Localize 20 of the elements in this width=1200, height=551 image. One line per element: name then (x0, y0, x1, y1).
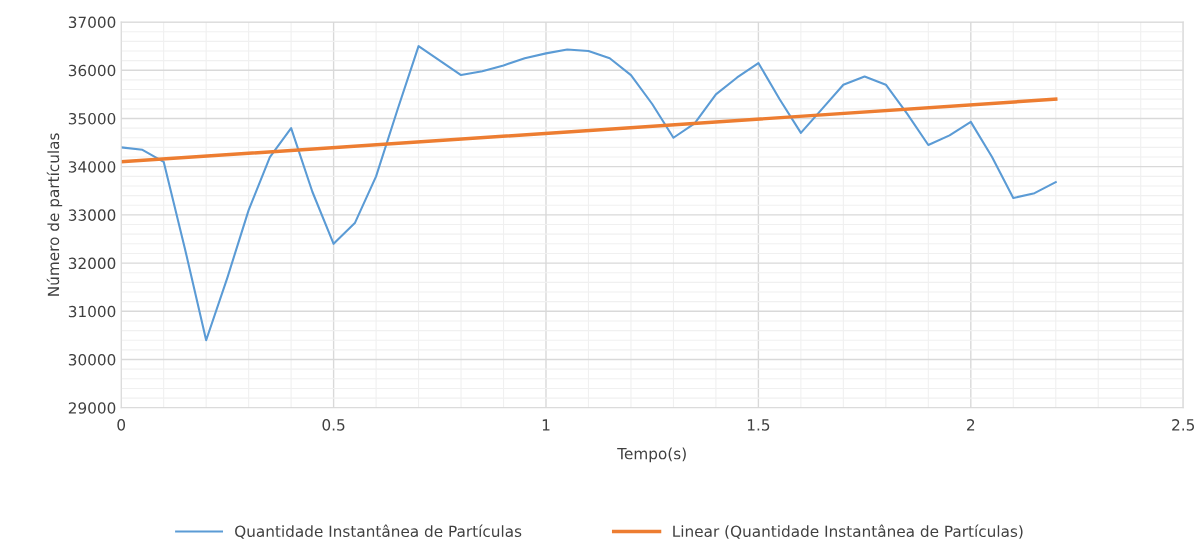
legend-label: Quantidade Instantânea de Partículas (235, 524, 522, 539)
y-tick-label: 33000 (68, 209, 116, 221)
y-tick-label: 29000 (68, 402, 116, 414)
legend-label: Linear (Quantidade Instantânea de Partículas) (673, 524, 1023, 539)
line-series (121, 45, 1057, 342)
y-tick-label: 31000 (68, 305, 116, 318)
x-tick-label: 1 (542, 419, 550, 431)
y-axis-title: Número de partículas (46, 133, 63, 296)
x-tick-label: 1.5 (747, 419, 770, 431)
y-tick-label: 34000 (68, 161, 116, 173)
x-tick-label: 0.5 (322, 419, 345, 431)
y-tick-label: 32000 (68, 257, 116, 270)
y-tick-label: 30000 (68, 353, 116, 366)
y-tick-label: 36000 (68, 64, 116, 77)
x-axis-title: Tempo(s) (617, 447, 686, 463)
y-tick-label: 37000 (68, 16, 116, 29)
x-tick-label: 2 (967, 419, 975, 431)
x-tick-label: 0 (117, 419, 126, 431)
y-tick-label: 35000 (68, 112, 116, 125)
x-tick-label: 2.5 (1172, 419, 1195, 431)
